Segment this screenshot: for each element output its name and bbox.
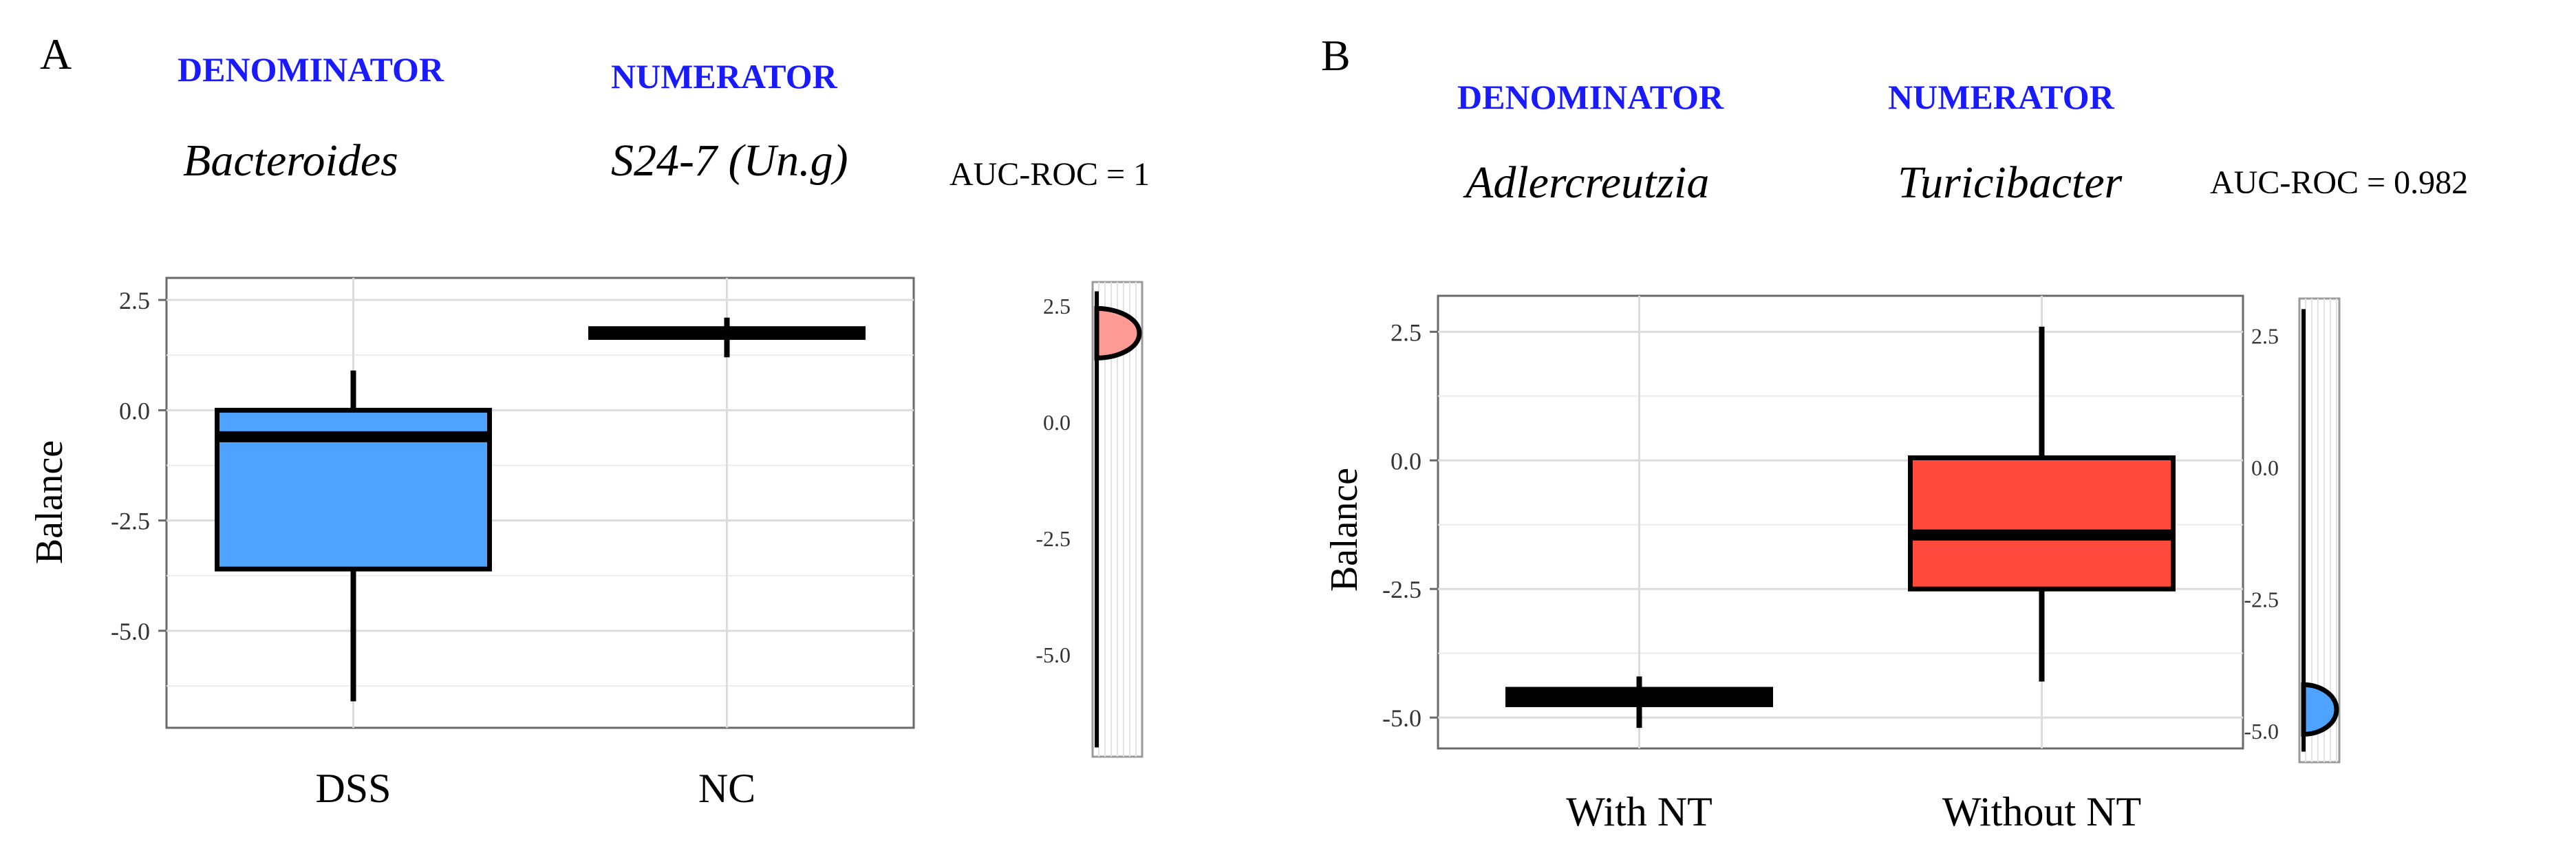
numerator-header: NUMERATOR [611, 57, 837, 96]
panel-label: B [1321, 31, 1351, 80]
x-category-label: DSS [315, 766, 391, 811]
density-tick-label: -5.0 [1035, 642, 1071, 667]
density-peak [1094, 305, 1142, 360]
density-tick-label: 2.5 [1043, 294, 1071, 318]
panel-b: B DENOMINATOR NUMERATOR Adlercreutzia Tu… [1288, 0, 2576, 864]
x-category-label: NC [698, 766, 755, 811]
y-tick-label: -5.0 [111, 618, 150, 645]
denominator-header: DENOMINATOR [1457, 78, 1724, 116]
y-tick-label: 2.5 [1391, 318, 1421, 346]
x-category-label: Without NT [1942, 789, 2141, 834]
auc-roc-label: AUC-ROC = 1 [949, 156, 1150, 193]
y-tick-label: -2.5 [111, 508, 150, 535]
denominator-taxon: Bacteroides [183, 136, 398, 186]
panel-label: A [40, 30, 72, 78]
y-axis-label: Balance [28, 440, 71, 564]
box-plot-b: 2.5 0.0 -2.5 -5.0 Balance With NT Without NT 2.… [1323, 294, 2341, 834]
x-category-label: With NT [1566, 789, 1713, 834]
y-tick-label: -5.0 [1382, 704, 1421, 732]
density-tick-label: 0.0 [2251, 455, 2279, 480]
density-tick-label: -2.5 [2244, 587, 2279, 612]
density-tick-label: -5.0 [2244, 719, 2279, 744]
density-tick-label: 2.5 [2251, 324, 2279, 349]
numerator-taxon: Turicibacter [1898, 158, 2123, 208]
denominator-taxon: Adlercreutzia [1466, 158, 1710, 208]
y-tick-label: 0.0 [1391, 447, 1421, 475]
box-plot-a: 2.5 0.0 -2.5 -5.0 Balance DSS NC 2.5 0.0 -2.5 -5.0 [28, 277, 1144, 811]
panel-a: A DENOMINATOR NUMERATOR Bacteroides S24-… [28, 30, 1150, 811]
y-tick-label: -2.5 [1382, 576, 1421, 603]
density-tick-label: -2.5 [1035, 526, 1071, 551]
y-tick-label: 0.0 [119, 397, 150, 424]
y-axis-label: Balance [1323, 468, 1366, 592]
numerator-header: NUMERATOR [1888, 78, 2114, 116]
density-tick-label: 0.0 [1043, 410, 1071, 435]
y-tick-label: 2.5 [119, 287, 150, 314]
density-peak [2301, 682, 2339, 737]
numerator-taxon: S24-7 (Un.g) [611, 136, 848, 186]
box-without-nt [1908, 455, 2176, 592]
denominator-header: DENOMINATOR [178, 50, 444, 89]
auc-roc-label: AUC-ROC = 0.982 [2210, 164, 2469, 201]
